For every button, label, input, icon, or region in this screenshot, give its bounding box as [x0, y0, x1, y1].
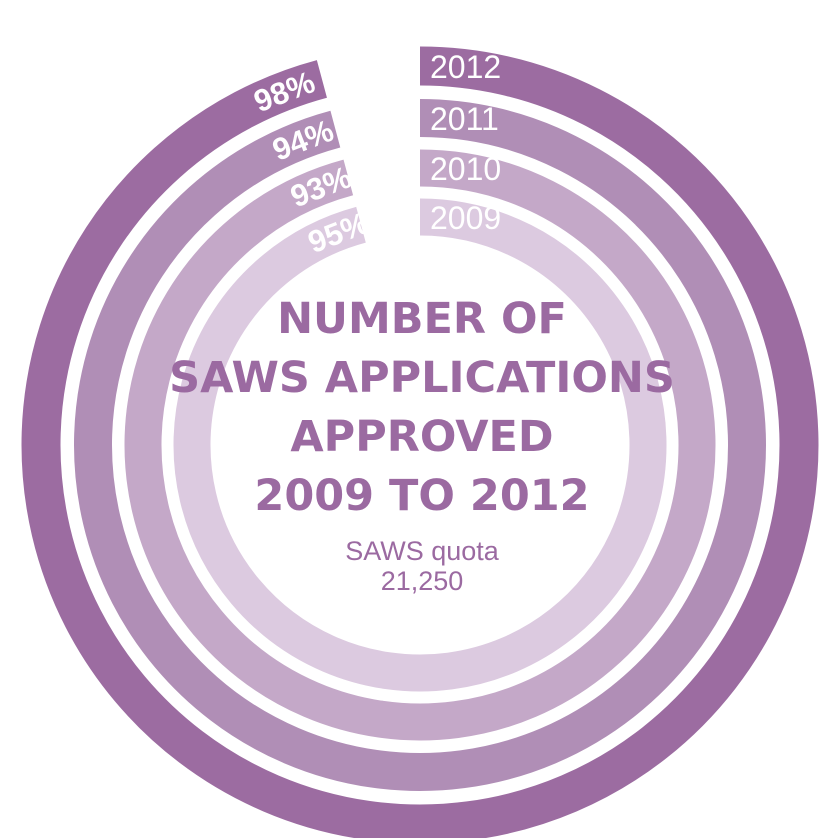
chart-title-line-2: SAWS APPLICATIONS — [169, 353, 675, 403]
year-label-2011: 2011 — [430, 101, 499, 137]
chart-title-line-4: 2009 TO 2012 — [254, 471, 590, 521]
chart-title: NUMBER OF SAWS APPLICATIONS APPROVED 200… — [162, 290, 682, 526]
ring-2009 — [173, 198, 667, 692]
quota-annotation: SAWS quota 21,250 — [162, 536, 682, 596]
quota-value: 21,250 — [380, 566, 464, 596]
ring-2010 — [124, 149, 716, 741]
year-label-2009: 2009 — [430, 200, 501, 236]
chart-title-line-3: APPROVED — [290, 412, 554, 462]
chart-title-line-1: NUMBER OF — [277, 294, 567, 344]
ring-2012 — [21, 46, 819, 838]
year-label-2010: 2010 — [430, 151, 501, 187]
quota-label: SAWS quota — [345, 536, 499, 566]
ring-2011 — [74, 99, 766, 791]
year-label-2012: 2012 — [430, 49, 501, 85]
